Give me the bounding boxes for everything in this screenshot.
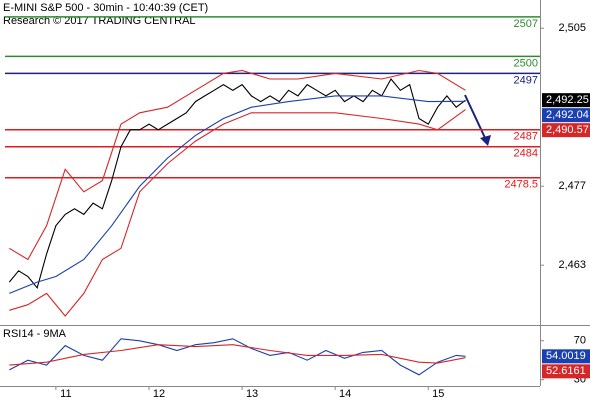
price-tag: [542, 93, 590, 108]
y-tick-label: 2,463: [558, 259, 586, 271]
line: [9, 109, 466, 317]
forecast-arrow: [464, 94, 487, 141]
y-tick-label: 70: [574, 335, 586, 347]
line: [9, 338, 466, 376]
rsi-title: RSI14 - 9MA: [3, 328, 67, 340]
price-tag-label: 2,492.04: [546, 109, 589, 121]
y-tick-label: 2,477: [558, 180, 586, 192]
level-label: 2507: [514, 18, 538, 30]
price-tag: [542, 349, 590, 364]
level-label: 2487: [514, 131, 538, 143]
x-tick-label: 12: [153, 388, 165, 400]
x-tick-label: 14: [339, 388, 351, 400]
chart-subtitle: Research © 2017 TRADING CENTRAL: [3, 15, 196, 27]
level-label: 2484: [514, 148, 538, 160]
level-label: 2497: [514, 74, 538, 86]
price-tag-label: 54.0019: [546, 350, 586, 362]
price-tag-label: 52.6161: [546, 365, 586, 377]
price-tag: [542, 108, 590, 123]
y-tick-label: 2,505: [558, 22, 586, 34]
forecast-arrowhead: [480, 135, 491, 146]
level-label: 2500: [514, 57, 538, 69]
line: [9, 344, 466, 366]
chart-title: E-MINI S&P 500 - 30min - 10:40:39 (CET): [3, 2, 208, 14]
x-tick-label: 11: [60, 388, 71, 400]
line: [9, 95, 466, 294]
level-label: 2478.5: [504, 179, 538, 191]
x-tick-label: 15: [432, 388, 444, 400]
price-tag: [542, 123, 590, 138]
price-tag-label: 2,490.57: [546, 124, 589, 136]
x-tick-label: 13: [246, 388, 258, 400]
line: [9, 69, 466, 261]
price-tag-label: 2,492.25: [546, 94, 589, 106]
price-tag: [542, 364, 590, 379]
line: [8, 78, 466, 289]
